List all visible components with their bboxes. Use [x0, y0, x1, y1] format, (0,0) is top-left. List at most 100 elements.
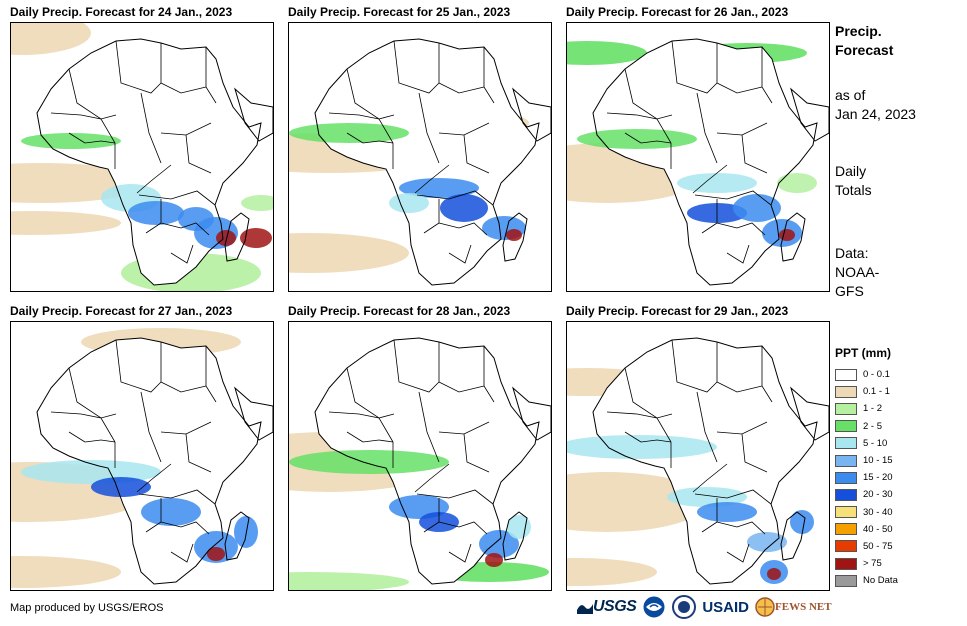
country-border [692, 463, 728, 493]
precip-legend: PPT (mm) 0 - 0.1 0.1 - 1 1 - 2 2 - 5 5 - 10 1… [835, 346, 898, 589]
precip-area [289, 572, 409, 590]
usgs-logo: USGS [577, 598, 637, 616]
panel-title: Daily Precip. Forecast for 24 Jan., 2023 [10, 5, 233, 19]
precip-area [207, 547, 225, 561]
precip-area [141, 498, 201, 526]
legend-label: 1 - 2 [863, 403, 883, 415]
legend-swatch [835, 506, 857, 519]
country-border [328, 411, 394, 443]
country-border [418, 92, 440, 164]
madagascar-outline [502, 511, 528, 561]
africa-coastline [36, 337, 262, 585]
country-border [115, 339, 162, 393]
country-border [438, 82, 485, 94]
precip-area [733, 194, 781, 222]
country-border [741, 134, 768, 174]
country-border [136, 463, 172, 493]
legend-swatch [835, 523, 857, 536]
precip-area [240, 228, 272, 248]
country-border [671, 40, 718, 94]
africa-map [567, 23, 829, 291]
precip-area [485, 553, 503, 567]
country-border [438, 521, 488, 535]
precip-area [567, 472, 707, 532]
legend-item: 1 - 2 [835, 400, 898, 417]
country-border [50, 411, 116, 443]
madagascar-outline [224, 511, 250, 561]
data-line: GFS [835, 283, 864, 299]
precip-area [11, 556, 121, 588]
seal-icon [672, 595, 697, 619]
country-border [328, 112, 394, 144]
country-border [393, 339, 440, 393]
arabia-outline [790, 386, 829, 441]
forecast-panel-6: Daily Precip. Forecast for 29 Jan., 2023 [566, 303, 830, 591]
legend-item: 0 - 0.1 [835, 366, 898, 383]
legend-label: 30 - 40 [863, 506, 893, 518]
precip-area [21, 133, 121, 149]
precip-area [91, 477, 151, 497]
legend-label: 10 - 15 [863, 455, 893, 467]
country-border [483, 47, 495, 104]
legend-label: 0 - 0.1 [863, 369, 890, 381]
country-border [438, 222, 488, 236]
precip-map [10, 321, 274, 591]
legend-item: 10 - 15 [835, 452, 898, 469]
country-border [84, 439, 116, 443]
country-border [185, 134, 212, 174]
precip-map [288, 22, 552, 292]
arabia-outline [790, 87, 829, 142]
precip-map [10, 22, 274, 292]
forecast-panel-4: Daily Precip. Forecast for 27 Jan., 2023 [10, 303, 274, 591]
country-border [68, 431, 86, 443]
arabia-outline [234, 87, 273, 142]
country-border [606, 411, 672, 443]
panel-title: Daily Precip. Forecast for 27 Jan., 2023 [10, 304, 233, 318]
country-border [640, 439, 672, 443]
country-border [346, 367, 395, 419]
daily-totals: Daily Totals [835, 162, 872, 200]
daily-line: Totals [835, 182, 872, 198]
country-border [624, 431, 642, 443]
legend-item: 40 - 50 [835, 521, 898, 538]
panel-title: Daily Precip. Forecast for 25 Jan., 2023 [288, 5, 511, 19]
forecast-panel-2: Daily Precip. Forecast for 25 Jan., 2023 [288, 4, 552, 292]
precip-area [767, 568, 781, 580]
africa-landmass [37, 338, 261, 584]
country-border [624, 367, 673, 419]
country-border [716, 381, 763, 393]
madagascar-outline [502, 212, 528, 262]
precip-area [128, 201, 184, 225]
precip-area [677, 173, 757, 193]
precip-area [289, 233, 409, 273]
precip-area [440, 194, 488, 222]
madagascar-outline [780, 511, 806, 561]
africa-map [289, 23, 551, 291]
noaa-logo [642, 595, 666, 619]
country-border [170, 543, 194, 563]
precip-map [566, 22, 830, 292]
precip-area [697, 502, 757, 522]
usaid-wordmark: USAID [702, 598, 750, 616]
africa-map [11, 322, 273, 590]
data-line: Data: [835, 245, 869, 261]
title-line: Precip. [835, 23, 882, 39]
usgs-wave-icon [577, 604, 593, 614]
country-border [448, 543, 472, 563]
legend-title: PPT (mm) [835, 346, 892, 360]
country-border [346, 68, 395, 120]
country-border [761, 346, 773, 403]
country-border [463, 134, 490, 174]
precip-area [777, 173, 817, 193]
country-border [346, 132, 364, 144]
legend-label: No Data [863, 575, 898, 587]
country-border [414, 463, 450, 493]
precip-area [399, 178, 479, 198]
country-border [115, 40, 162, 94]
legend-swatch [835, 540, 857, 553]
country-border [640, 140, 672, 144]
precip-area [216, 230, 236, 246]
country-border [438, 381, 485, 393]
legend-swatch [835, 402, 857, 415]
as-of-date: as of Jan 24, 2023 [835, 86, 916, 124]
